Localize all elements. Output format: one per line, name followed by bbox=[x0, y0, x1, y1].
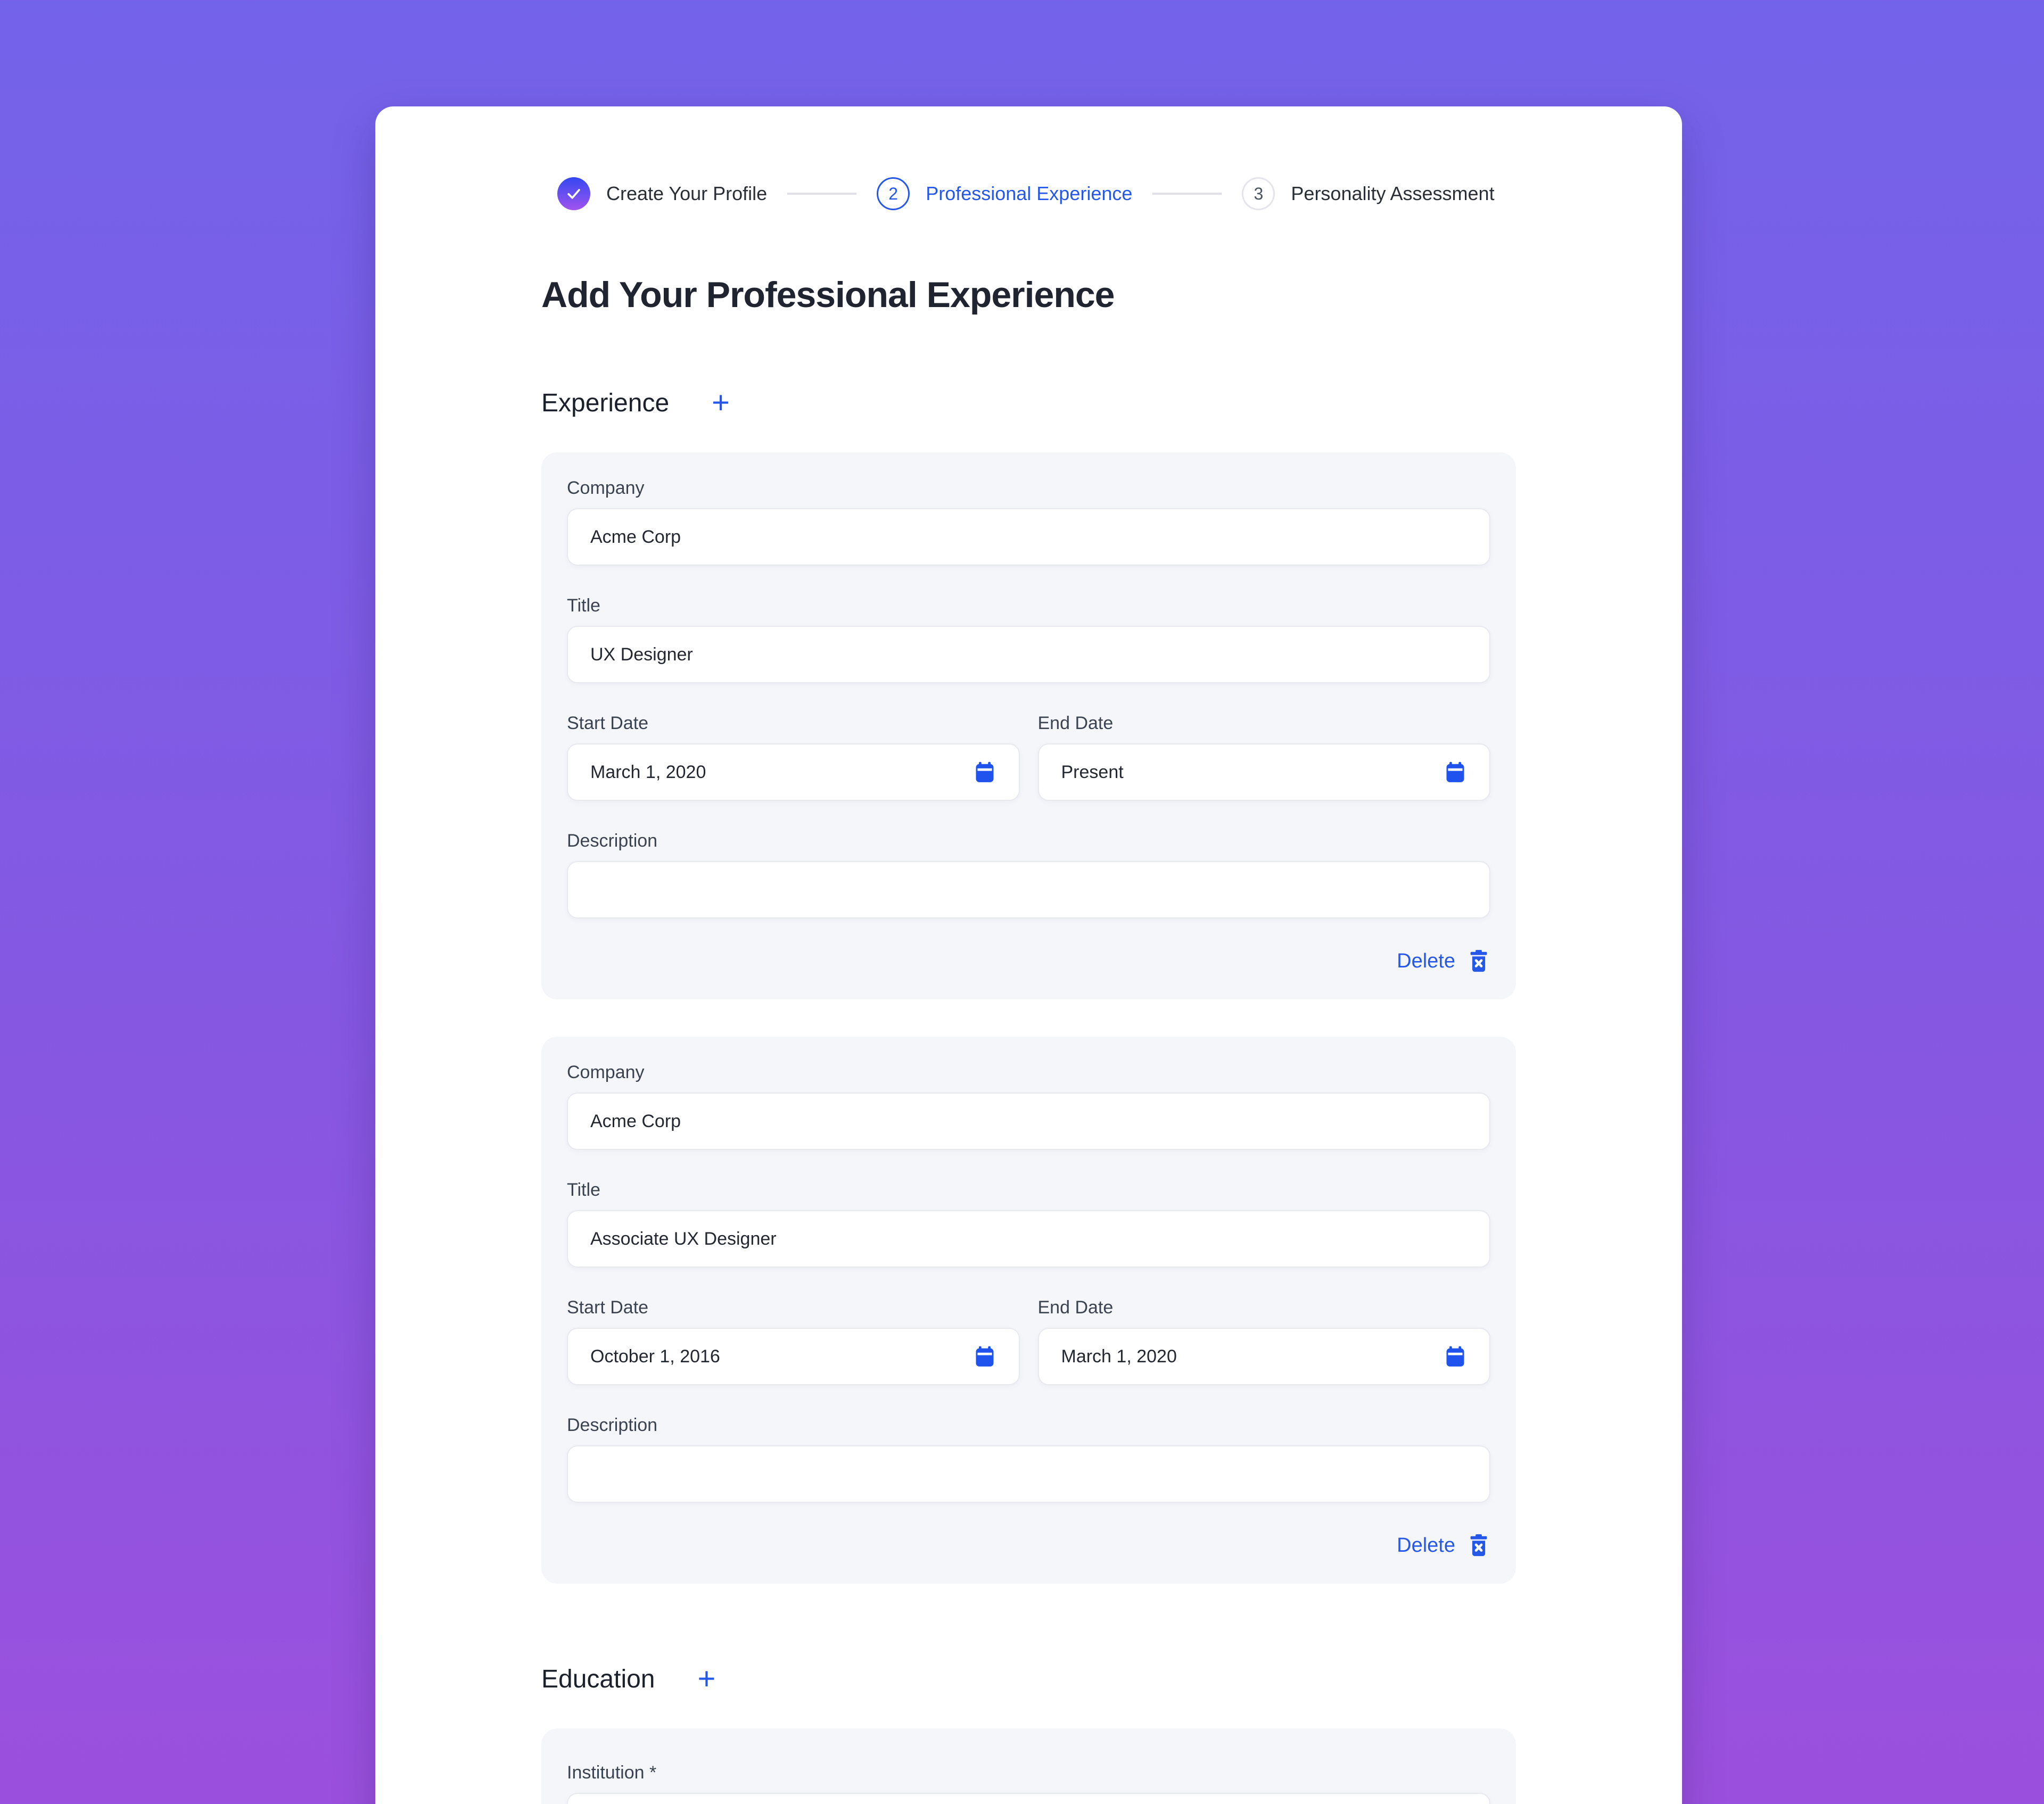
start-date-value: March 1, 2020 bbox=[590, 762, 706, 782]
title-input[interactable] bbox=[567, 1210, 1490, 1268]
experience-section-title: Experience bbox=[541, 388, 670, 417]
page-title: Add Your Professional Experience bbox=[541, 275, 1115, 315]
onboarding-card: Create Your Profile 2 Professional Exper… bbox=[375, 106, 1682, 1804]
education-entry-card: Institution * bbox=[541, 1728, 1516, 1804]
calendar-icon bbox=[1446, 762, 1464, 782]
company-input[interactable] bbox=[567, 508, 1490, 566]
title-label: Title bbox=[567, 1180, 600, 1200]
step-number-badge: 2 bbox=[877, 177, 910, 210]
step-number-badge: 3 bbox=[1242, 177, 1275, 210]
company-label: Company bbox=[567, 1062, 645, 1082]
end-date-value: March 1, 2020 bbox=[1061, 1346, 1177, 1367]
step-label: Personality Assessment bbox=[1291, 183, 1495, 204]
description-input[interactable] bbox=[567, 1445, 1490, 1503]
institution-label: Institution * bbox=[567, 1762, 657, 1783]
experience-section-header: Experience + bbox=[541, 387, 1516, 418]
delete-experience-button[interactable]: Delete bbox=[1397, 1533, 1490, 1558]
trash-delete-icon bbox=[1470, 950, 1487, 972]
step-professional-experience[interactable]: 2 Professional Experience bbox=[877, 177, 1132, 210]
step-create-your-profile[interactable]: Create Your Profile bbox=[557, 177, 767, 210]
delete-label: Delete bbox=[1397, 949, 1455, 972]
description-input[interactable] bbox=[567, 861, 1490, 918]
start-date-value: October 1, 2016 bbox=[590, 1346, 720, 1367]
start-date-label: Start Date bbox=[567, 1297, 649, 1318]
end-date-input[interactable]: March 1, 2020 bbox=[1037, 1328, 1490, 1385]
description-label: Description bbox=[567, 1415, 658, 1435]
institution-input[interactable] bbox=[567, 1793, 1490, 1804]
add-education-button[interactable]: + bbox=[697, 1661, 716, 1696]
step-complete-check-icon bbox=[557, 177, 590, 210]
end-date-value: Present bbox=[1061, 762, 1124, 782]
calendar-icon bbox=[976, 1346, 993, 1367]
trash-delete-icon bbox=[1470, 1534, 1487, 1557]
delete-label: Delete bbox=[1397, 1534, 1455, 1557]
description-label: Description bbox=[567, 831, 658, 851]
company-label: Company bbox=[567, 478, 645, 498]
start-date-input[interactable]: March 1, 2020 bbox=[567, 743, 1020, 801]
step-personality-assessment[interactable]: 3 Personality Assessment bbox=[1242, 177, 1495, 210]
education-section-title: Education bbox=[541, 1665, 655, 1693]
stepper: Create Your Profile 2 Professional Exper… bbox=[557, 177, 1516, 210]
calendar-icon bbox=[976, 762, 993, 782]
start-date-input[interactable]: October 1, 2016 bbox=[567, 1328, 1020, 1385]
delete-experience-button[interactable]: Delete bbox=[1397, 948, 1490, 974]
title-label: Title bbox=[567, 595, 600, 616]
step-label: Create Your Profile bbox=[606, 183, 768, 204]
education-section-header: Education + bbox=[541, 1664, 1516, 1694]
end-date-input[interactable]: Present bbox=[1037, 743, 1490, 801]
end-date-label: End Date bbox=[1037, 713, 1114, 733]
step-label: Professional Experience bbox=[926, 183, 1133, 204]
add-experience-button[interactable]: + bbox=[712, 385, 730, 420]
experience-entry-card: Company Title Start Date March 1, 2020 bbox=[541, 452, 1516, 999]
stepper-connector bbox=[787, 193, 857, 195]
start-date-label: Start Date bbox=[567, 713, 649, 733]
stepper-connector bbox=[1152, 193, 1222, 195]
title-input[interactable] bbox=[567, 626, 1490, 683]
company-input[interactable] bbox=[567, 1093, 1490, 1150]
calendar-icon bbox=[1446, 1346, 1464, 1367]
experience-entry-card: Company Title Start Date October 1, 2016 bbox=[541, 1037, 1516, 1584]
end-date-label: End Date bbox=[1037, 1297, 1114, 1318]
